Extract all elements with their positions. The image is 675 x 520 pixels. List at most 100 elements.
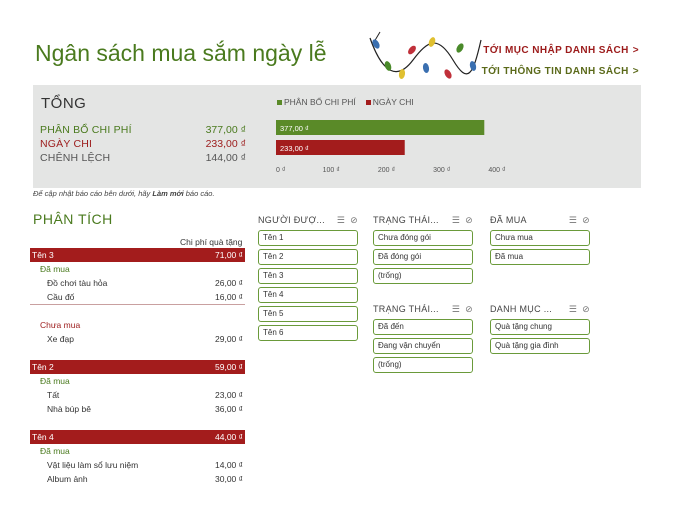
- pivot-separator: [30, 304, 245, 318]
- slicer-icons: ☰ ⊘: [452, 215, 473, 226]
- pivot-item-value: 14,00 ₫: [215, 460, 243, 470]
- legend-swatch: [365, 100, 371, 106]
- slicer-wrapping-status[interactable]: TRẠNG THÁI... ☰ ⊘ Chưa đóng gói Đã đóng gói(…: [373, 213, 473, 284]
- summary-label: NGÀY CHI: [40, 138, 93, 150]
- slicer-title: NGƯỜI ĐƯỢ...: [258, 215, 325, 225]
- pivot-spacer: [30, 346, 245, 360]
- pivot-subgroup-label[interactable]: Đã mua: [40, 264, 70, 274]
- slicer-item[interactable]: Tên 4: [258, 287, 358, 303]
- refresh-note: Để cập nhật báo cáo bên dưới, hãy Làm mớ…: [33, 189, 215, 198]
- go-to-list-entry-label: TỚI MỤC NHẬP DANH SÁCH: [483, 45, 629, 56]
- pivot-group-header[interactable]: Tên 4 44,00 ₫: [30, 430, 245, 444]
- pivot-item-value: 16,00 ₫: [215, 292, 243, 302]
- slicer-item[interactable]: Quà tặng gia đình: [490, 338, 590, 354]
- pivot-item-row: Cầu đố 16,00 ₫: [30, 290, 245, 304]
- slicer-item[interactable]: Tên 5: [258, 306, 358, 322]
- go-to-list-info-label: TỚI THÔNG TIN DANH SÁCH: [481, 66, 629, 77]
- note-refresh-bold: Làm mới: [152, 189, 184, 198]
- pivot-item-row: Album ảnh 30,00 ₫: [30, 472, 245, 486]
- clear-filter-icon[interactable]: ⊘: [350, 214, 358, 225]
- multi-select-icon[interactable]: ☰: [451, 214, 461, 225]
- summary-value: 233,00 ₫: [205, 138, 246, 150]
- legend-item-spent: NGÀY CHI: [365, 97, 414, 107]
- slicer-header: TRẠNG THÁI... ☰ ⊘: [373, 302, 473, 316]
- pivot-subgroup-label[interactable]: Chưa mua: [40, 320, 81, 330]
- summary-title: TỔNG: [41, 95, 87, 112]
- slicer-category[interactable]: DANH MỤC ... ☰ ⊘ Quà tặng chung Quà tặng gia…: [490, 302, 590, 354]
- bar-data-label: 377,00 ₫: [280, 124, 309, 133]
- slicer-header: TRẠNG THÁI... ☰ ⊘: [373, 213, 473, 227]
- clear-filter-icon[interactable]: ⊘: [582, 214, 590, 225]
- pivot-item-value: 23,00 ₫: [215, 390, 243, 400]
- slicer-item[interactable]: Đang vận chuyển: [373, 338, 473, 354]
- go-to-list-info-link[interactable]: TỚI THÔNG TIN DANH SÁCH >: [482, 66, 639, 77]
- slicer-item[interactable]: Chưa đóng gói: [373, 230, 473, 246]
- bar-data-label: 233,00 ₫: [280, 144, 309, 153]
- slicer-title: TRẠNG THÁI...: [373, 215, 439, 225]
- pivot-table[interactable]: Tên 3 71,00 ₫ Đã mua Đồ chơi tàu hỏa 26,00 ₫…: [30, 248, 245, 486]
- slicer-title: ĐÃ MUA: [490, 215, 527, 225]
- slicer-header: DANH MỤC ... ☰ ⊘: [490, 302, 590, 316]
- summary-bar-chart: 377,00 ₫ 233,00 ₫ 0 ₫ 100 ₫ 200 ₫ 300 ₫ 400 ₫: [276, 120, 506, 174]
- pivot-item-name: Nhà búp bê: [47, 404, 91, 414]
- multi-select-icon[interactable]: ☰: [336, 214, 346, 225]
- multi-select-icon[interactable]: ☰: [451, 303, 461, 314]
- summary-label: CHÊNH LỆCH: [40, 152, 111, 164]
- pivot-group-header[interactable]: Tên 2 59,00 ₫: [30, 360, 245, 374]
- go-to-list-entry-link[interactable]: TỚI MỤC NHẬP DANH SÁCH >: [483, 45, 639, 56]
- legend-label: PHÂN BỔ CHI PHÍ: [284, 97, 356, 107]
- slicer-icons: ☰ ⊘: [452, 304, 473, 315]
- slicer-item[interactable]: Tên 3: [258, 268, 358, 284]
- pivot-item-row: Tất 23,00 ₫: [30, 388, 245, 402]
- multi-select-icon[interactable]: ☰: [568, 303, 578, 314]
- slicer-item[interactable]: Đã đóng gói: [373, 249, 473, 265]
- x-tick-label: 0 ₫: [276, 167, 286, 174]
- slicer-item[interactable]: Tên 6: [258, 325, 358, 341]
- slicer-item[interactable]: Chưa mua: [490, 230, 590, 246]
- clear-filter-icon[interactable]: ⊘: [582, 303, 590, 314]
- slicer-item[interactable]: (trống): [373, 268, 473, 284]
- bar-1: [276, 140, 405, 155]
- slicer-item[interactable]: Đã mua: [490, 249, 590, 265]
- pivot-item-row: Nhà búp bê 36,00 ₫: [30, 402, 245, 416]
- slicer-item[interactable]: Tên 1: [258, 230, 358, 246]
- pivot-subgroup-label[interactable]: Đã mua: [40, 446, 70, 456]
- arrow-right-icon: >: [632, 66, 639, 77]
- slicer-item[interactable]: Tên 2: [258, 249, 358, 265]
- arrow-right-icon: >: [632, 45, 639, 56]
- pivot-item-value: 30,00 ₫: [215, 474, 243, 484]
- pivot-group-total: 71,00 ₫: [215, 250, 243, 260]
- summary-row-spent: NGÀY CHI 233,00 ₫: [40, 138, 246, 150]
- pivot-item-name: Vật liệu làm sổ lưu niệm: [47, 460, 139, 470]
- pivot-item-name: Tất: [47, 390, 60, 400]
- slicer-recipient[interactable]: NGƯỜI ĐƯỢ... ☰ ⊘ Tên 1 Tên 2 Tên 3 Tên 4 Tên 5 T…: [258, 213, 358, 341]
- slicer-icons: ☰ ⊘: [569, 215, 590, 226]
- slicer-item[interactable]: Đã đến: [373, 319, 473, 335]
- multi-select-icon[interactable]: ☰: [568, 214, 578, 225]
- pivot-subgroup-label[interactable]: Đã mua: [40, 376, 70, 386]
- summary-row-allocated: PHÂN BỔ CHI PHÍ 377,00 ₫: [40, 124, 246, 136]
- clear-filter-icon[interactable]: ⊘: [465, 303, 473, 314]
- slicer-item[interactable]: (trống): [373, 357, 473, 373]
- legend-item-allocated: PHÂN BỔ CHI PHÍ: [277, 97, 356, 107]
- slicer-purchased[interactable]: ĐÃ MUA ☰ ⊘ Chưa mua Đã mua: [490, 213, 590, 265]
- x-tick-label: 200 ₫: [378, 167, 396, 174]
- pivot-group-total: 59,00 ₫: [215, 362, 243, 372]
- clear-filter-icon[interactable]: ⊘: [465, 214, 473, 225]
- pivot-spacer: [30, 416, 245, 430]
- pivot-group-name: Tên 2: [32, 362, 54, 372]
- summary-panel: TỔNG PHÂN BỔ CHI PHÍ 377,00 ₫ NGÀY CHI 2…: [33, 85, 641, 188]
- x-tick-label: 300 ₫: [433, 167, 451, 174]
- slicer-title: DANH MỤC ...: [490, 304, 553, 314]
- pivot-item-row: Xe đạp 29,00 ₫: [30, 332, 245, 346]
- pivot-item-row: Đồ chơi tàu hỏa 26,00 ₫: [30, 276, 245, 290]
- pivot-group-name: Tên 4: [32, 432, 54, 442]
- slicer-item[interactable]: Quà tặng chung: [490, 319, 590, 335]
- pivot-group-header[interactable]: Tên 3 71,00 ₫: [30, 248, 245, 262]
- holiday-lights-decoration: [369, 31, 482, 79]
- pivot-item-name: Cầu đố: [47, 292, 75, 302]
- slicer-delivery-status[interactable]: TRẠNG THÁI... ☰ ⊘ Đã đến Đang vận chuyển (trố…: [373, 302, 473, 373]
- pivot-item-value: 26,00 ₫: [215, 278, 243, 288]
- note-text: Để cập nhật báo cáo bên dưới, hãy: [33, 189, 153, 198]
- bar-0: [276, 120, 485, 135]
